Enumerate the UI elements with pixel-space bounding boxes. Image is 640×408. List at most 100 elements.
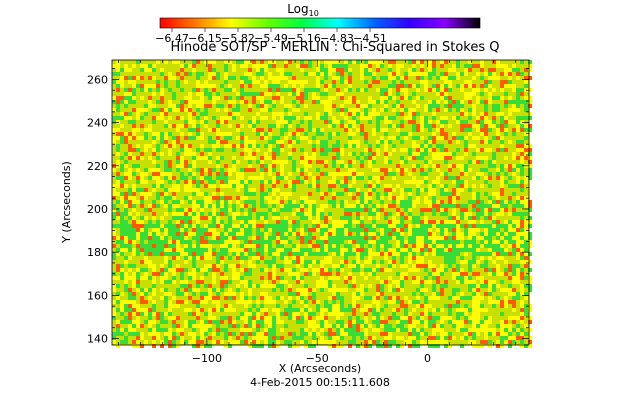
heatmap-cell — [460, 208, 464, 212]
heatmap-cell — [396, 104, 400, 108]
heatmap-cell — [328, 304, 332, 308]
heatmap-cell — [476, 316, 480, 320]
heatmap-cell — [144, 312, 148, 316]
heatmap-cell — [512, 268, 516, 272]
heatmap-cell — [256, 64, 260, 68]
x-tick-label: 0 — [424, 352, 431, 365]
heatmap-cell — [384, 212, 388, 216]
heatmap-cell — [300, 256, 304, 260]
heatmap-cell — [228, 88, 232, 92]
heatmap-cell — [208, 172, 212, 176]
heatmap-cell — [428, 188, 432, 192]
heatmap-cell — [132, 292, 136, 296]
heatmap-cell — [396, 228, 400, 232]
heatmap-cell — [316, 280, 320, 284]
heatmap-cell — [452, 292, 456, 296]
heatmap-cell — [392, 232, 396, 236]
heatmap-cell — [400, 168, 404, 172]
heatmap-cell — [400, 112, 404, 116]
heatmap-cell — [304, 284, 308, 288]
heatmap-cell — [240, 220, 244, 224]
heatmap-cell — [456, 264, 460, 268]
heatmap-cell — [260, 160, 264, 164]
heatmap-cell — [524, 152, 528, 156]
heatmap-cell — [496, 168, 500, 172]
heatmap-cell — [400, 344, 404, 348]
heatmap-cell — [480, 212, 484, 216]
heatmap-cell — [204, 112, 208, 116]
heatmap-cell — [332, 132, 336, 136]
heatmap-cell — [240, 252, 244, 256]
heatmap-cell — [192, 124, 196, 128]
heatmap-cell — [344, 232, 348, 236]
heatmap-cell — [512, 184, 516, 188]
heatmap-cell — [196, 216, 200, 220]
heatmap-cell — [236, 188, 240, 192]
heatmap-cell — [456, 304, 460, 308]
heatmap-cell — [224, 276, 228, 280]
heatmap-cell — [360, 256, 364, 260]
heatmap-cell — [408, 72, 412, 76]
heatmap-cell — [484, 308, 488, 312]
heatmap-cell — [528, 128, 532, 132]
heatmap-cell — [336, 144, 340, 148]
heatmap-cell — [416, 200, 420, 204]
heatmap-cell — [248, 216, 252, 220]
heatmap-cell — [136, 304, 140, 308]
heatmap-cell — [448, 344, 452, 348]
heatmap-cell — [312, 180, 316, 184]
heatmap-cell — [260, 216, 264, 220]
heatmap-cell — [288, 104, 292, 108]
heatmap-cell — [244, 244, 248, 248]
heatmap-cell — [400, 284, 404, 288]
heatmap-cell — [524, 124, 528, 128]
heatmap-cell — [316, 340, 320, 344]
heatmap-cell — [164, 328, 168, 332]
heatmap-cell — [128, 308, 132, 312]
heatmap-cell — [136, 84, 140, 88]
heatmap-cell — [120, 244, 124, 248]
heatmap-cell — [128, 120, 132, 124]
heatmap-cell — [364, 184, 368, 188]
heatmap-cell — [284, 232, 288, 236]
heatmap-cell — [164, 124, 168, 128]
heatmap-cell — [208, 256, 212, 260]
heatmap-cell — [248, 320, 252, 324]
heatmap-cell — [500, 240, 504, 244]
heatmap-cell — [296, 80, 300, 84]
heatmap-cell — [424, 300, 428, 304]
heatmap-cell — [132, 208, 136, 212]
heatmap-cell — [284, 340, 288, 344]
heatmap-cell — [304, 272, 308, 276]
heatmap-cell — [368, 120, 372, 124]
heatmap-cell — [372, 156, 376, 160]
heatmap-cell — [388, 260, 392, 264]
heatmap-cell — [204, 264, 208, 268]
heatmap-cell — [180, 232, 184, 236]
heatmap-cell — [344, 100, 348, 104]
heatmap-cell — [308, 212, 312, 216]
heatmap-cell — [460, 120, 464, 124]
heatmap-cell — [152, 300, 156, 304]
heatmap-cell — [432, 264, 436, 268]
heatmap-cell — [152, 236, 156, 240]
heatmap-cell — [332, 344, 336, 348]
heatmap-cell — [268, 72, 272, 76]
heatmap-cell — [272, 76, 276, 80]
heatmap-cell — [452, 288, 456, 292]
heatmap-cell — [276, 336, 280, 340]
heatmap-cell — [428, 136, 432, 140]
heatmap-cell — [152, 168, 156, 172]
heatmap-cell — [212, 228, 216, 232]
heatmap-cell — [204, 300, 208, 304]
heatmap-cell — [196, 124, 200, 128]
heatmap-cell — [328, 68, 332, 72]
heatmap-cell — [196, 300, 200, 304]
heatmap-cell — [280, 140, 284, 144]
heatmap-cell — [516, 176, 520, 180]
heatmap-cell — [348, 224, 352, 228]
heatmap-cell — [484, 84, 488, 88]
heatmap-cell — [128, 176, 132, 180]
heatmap-cell — [228, 124, 232, 128]
heatmap-cell — [416, 268, 420, 272]
